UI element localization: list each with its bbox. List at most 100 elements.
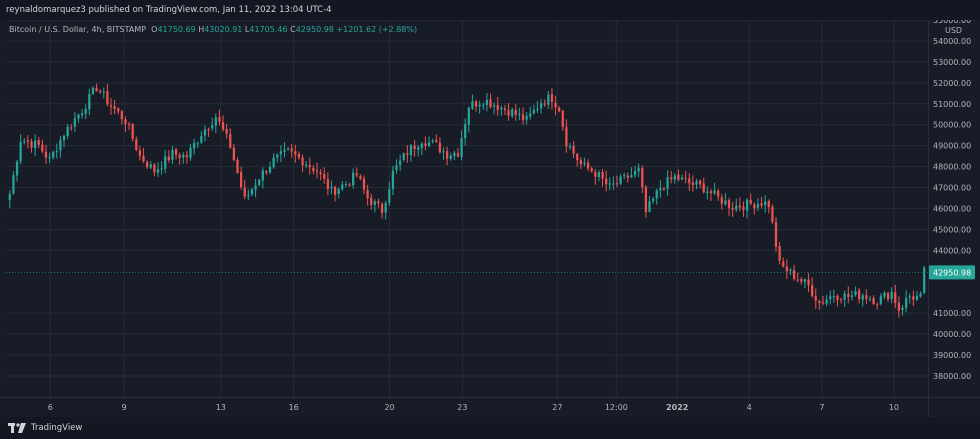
candle-body [391,170,395,189]
candle-body [243,187,246,197]
candle-body [576,153,579,161]
candle-body [84,109,87,114]
candle-body [532,109,535,114]
chart-panel[interactable] [0,20,980,417]
candle-body [706,191,709,194]
candle-body [785,266,788,272]
candle-body [384,203,387,213]
candle-body [453,152,456,157]
y-tick-label: 51000.00 [933,100,971,109]
candle-body [254,185,257,191]
candle-body [373,201,376,205]
candle-body [829,296,832,299]
candle-body [597,172,601,177]
candle-body [294,151,297,155]
candle-body [644,186,648,213]
candle-body [771,206,774,223]
candle-body [413,145,416,150]
candle-body [601,172,604,179]
candle-body [297,154,301,158]
candle-body [380,204,384,214]
candle-body [717,190,720,197]
candle-body [319,172,322,175]
candle-body [142,155,145,162]
candle-body [482,104,485,106]
candle-body [608,183,611,185]
candle-body [272,157,275,168]
x-tick-label: 13 [216,403,226,412]
candle-body [474,101,478,107]
x-tick-label: 4 [747,403,752,412]
candle-body [905,298,908,309]
candle-body [124,119,127,124]
x-tick-label: 23 [457,403,467,412]
candle-body [807,279,810,286]
candlestick-chart[interactable]: 55000.00 54000.00 53000.00 52000.00 51000.00… [0,20,980,417]
candle-body [529,113,532,117]
candle-body [565,127,568,147]
footer-brand[interactable]: TradingView [31,423,83,433]
candle-body [886,293,890,300]
candle-body [156,169,160,173]
candle-body [160,168,163,170]
candle-body [265,171,268,173]
candle-body [182,154,185,158]
x-tick-label: 2022 [666,403,688,412]
candle-body [691,182,695,186]
candle-body [283,149,286,152]
candle-body [919,293,922,297]
candle-body [131,124,134,139]
candle-body [236,159,239,173]
candle-body [323,173,326,179]
candle-body [858,290,861,300]
candle-body [330,186,333,189]
candle-body [774,221,778,247]
candle-body [247,194,250,197]
candle-body [149,164,152,168]
candle-body [633,170,637,176]
candle-body [113,106,116,110]
candle-body [698,180,702,185]
candle-body [286,148,290,150]
candle-body [366,190,369,199]
candle-body [854,291,857,295]
candle-body [185,155,189,158]
x-tick-label: 12:00 [605,403,628,412]
candle-body [193,143,196,149]
candle-body [796,279,799,281]
candle-body [485,99,488,105]
candle-body [370,197,373,206]
candle-body [221,121,225,130]
tradingview-logo-icon[interactable] [8,423,26,433]
candle-body [568,146,572,148]
legend-open-value: 41750.69 [157,25,196,34]
y-tick-label: 45000.00 [933,225,971,234]
candle-body [561,110,564,127]
candle-body [333,186,337,195]
candle-body [117,108,120,112]
candle-body [518,113,521,115]
candle-body [489,99,492,108]
candle-body [897,302,901,311]
candle-body [901,307,904,310]
candle-body [724,200,727,205]
candle-body [239,172,243,188]
x-tick-label: 27 [552,403,562,412]
candle-body [30,141,33,148]
footer: TradingView [0,417,980,439]
candle-body [626,175,629,178]
x-tick-label: 20 [384,403,394,412]
candle-body [912,296,915,300]
candle-body [15,161,19,176]
candle-body [500,107,503,110]
candle-body [449,155,452,159]
candle-body [66,126,69,137]
candle-body [782,261,785,267]
candle-body [666,177,669,189]
candle-body [688,178,691,184]
candle-body [684,178,687,180]
candle-body [767,200,770,208]
last-price-badge [929,265,975,280]
candle-body [558,107,561,112]
candle-body [207,128,210,130]
